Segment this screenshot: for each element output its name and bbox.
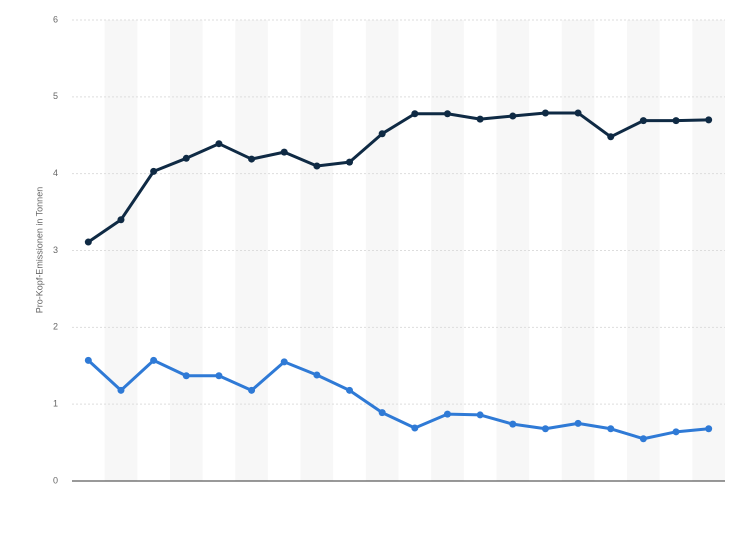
point	[541, 109, 549, 117]
point	[378, 130, 386, 138]
point	[150, 167, 158, 175]
point	[574, 109, 582, 117]
y-tick-label: 0	[53, 475, 58, 485]
point	[215, 372, 223, 380]
point	[346, 386, 354, 394]
point	[313, 371, 321, 379]
point	[280, 358, 288, 366]
point	[411, 110, 419, 118]
point	[443, 110, 451, 118]
y-tick-label: 1	[53, 399, 58, 409]
point	[639, 117, 647, 125]
point	[117, 216, 125, 224]
y-tick-label: 6	[53, 14, 58, 24]
point	[84, 238, 92, 246]
point	[607, 133, 615, 141]
point	[639, 435, 647, 443]
point	[705, 425, 713, 433]
point	[280, 148, 288, 156]
point	[378, 409, 386, 417]
point	[574, 419, 582, 427]
point	[443, 410, 451, 418]
point	[248, 386, 256, 394]
point	[313, 162, 321, 170]
y-tick-label: 4	[53, 168, 58, 178]
point	[215, 140, 223, 148]
point	[672, 117, 680, 125]
point	[509, 420, 517, 428]
point	[607, 425, 615, 433]
line	[87, 111, 709, 244]
y-tick-label: 3	[53, 245, 58, 255]
point	[150, 356, 158, 364]
point	[705, 116, 713, 124]
line	[87, 358, 709, 441]
point	[346, 158, 354, 166]
y-tick-label: 2	[53, 322, 58, 332]
point	[476, 115, 484, 123]
y-tick-label: 5	[53, 91, 58, 101]
point	[84, 356, 92, 364]
y-axis-label: Pro-Kopf-Emissionen in Tonnen	[34, 187, 44, 313]
point	[117, 386, 125, 394]
point	[509, 112, 517, 120]
point	[182, 154, 190, 162]
stripe	[627, 20, 660, 481]
point	[672, 428, 680, 436]
point	[541, 425, 549, 433]
point	[476, 411, 484, 419]
point	[182, 372, 190, 380]
point	[411, 424, 419, 432]
point	[248, 155, 256, 163]
